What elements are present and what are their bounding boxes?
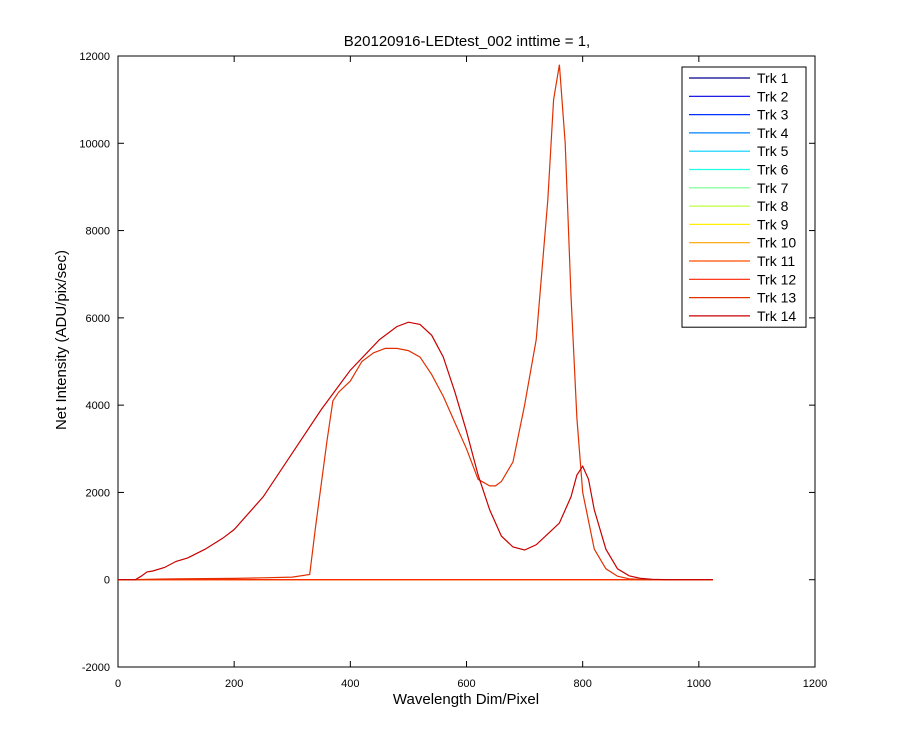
y-tick-label: 4000 (86, 400, 110, 412)
x-axis-label: Wavelength Dim/Pixel (393, 691, 539, 708)
legend-label: Trk 14 (757, 308, 796, 324)
legend-box (681, 66, 807, 328)
series-line-trk-13 (118, 64, 713, 581)
x-tick-label: 1200 (803, 678, 827, 690)
y-tick-label: 8000 (86, 226, 110, 238)
legend-label: Trk 12 (757, 271, 796, 287)
legend-label: Trk 1 (757, 70, 789, 86)
x-axis: 0 200 400 600 800 1000 1200 (115, 56, 827, 690)
legend-label: Trk 2 (757, 88, 789, 104)
legend: Trk 1 Trk 2 Trk 3 Trk 4 Trk 5 Trk 6 Trk 7 Trk 8… (681, 66, 807, 328)
y-tick-label: -2000 (82, 662, 110, 674)
series-line-trk-14 (118, 321, 713, 581)
x-tick-label: 0 (115, 678, 121, 690)
x-tick-label: 600 (457, 678, 475, 690)
legend-label: Trk 8 (757, 198, 789, 214)
chart-title: B20120916-LEDtest_002 inttime = 1, (344, 33, 590, 50)
legend-label: Trk 5 (757, 143, 789, 159)
x-tick-label: 200 (225, 678, 243, 690)
y-tick-label: 6000 (86, 313, 110, 325)
plot-lines (118, 64, 713, 581)
y-tick-label: 12000 (79, 51, 110, 63)
legend-label: Trk 11 (757, 253, 795, 269)
x-tick-label: 400 (341, 678, 359, 690)
y-tick-label: 2000 (86, 487, 110, 499)
x-tick-label: 800 (573, 678, 591, 690)
legend-label: Trk 6 (757, 162, 789, 178)
y-tick-label: 0 (104, 575, 110, 587)
y-axis: -2000 0 2000 4000 6000 8000 10000 12000 (79, 51, 815, 674)
legend-label: Trk 10 (757, 235, 796, 251)
x-tick-label: 1000 (687, 678, 711, 690)
y-axis-label: Net Intensity (ADU/pix/sec) (53, 250, 70, 430)
legend-label: Trk 4 (757, 125, 789, 141)
legend-label: Trk 3 (757, 107, 789, 123)
legend-label: Trk 9 (757, 216, 789, 232)
legend-label: Trk 13 (757, 290, 796, 306)
legend-label: Trk 7 (757, 180, 789, 196)
y-tick-label: 10000 (79, 138, 110, 150)
